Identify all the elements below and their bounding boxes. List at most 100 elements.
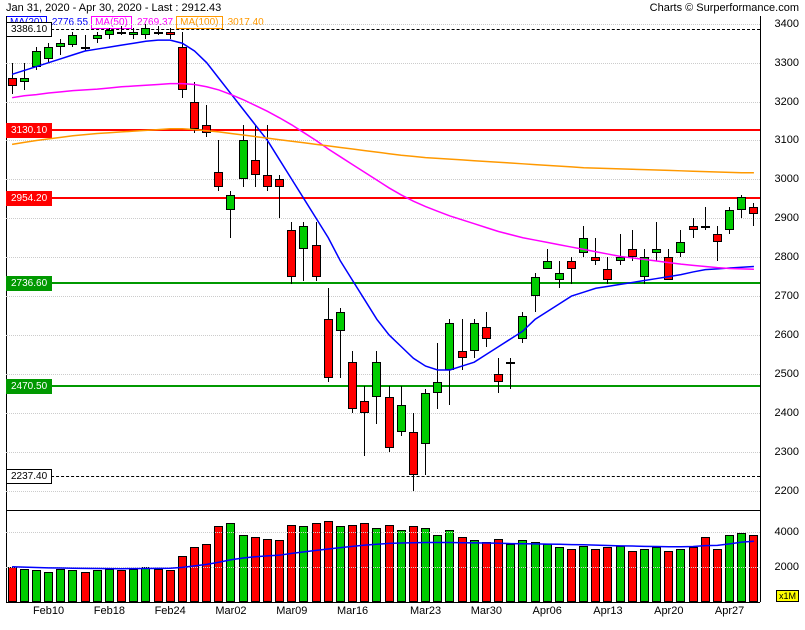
level-line: 2736.60 bbox=[6, 282, 760, 284]
price-axis: 2200230024002500260027002800290030003100… bbox=[759, 16, 799, 510]
volume-bar bbox=[713, 549, 722, 602]
candle-body bbox=[32, 51, 41, 67]
volume-bar bbox=[287, 525, 296, 602]
volume-bar bbox=[458, 537, 467, 602]
price-tick: 3300 bbox=[775, 57, 799, 69]
grid-line bbox=[6, 140, 760, 141]
grid-line bbox=[6, 374, 760, 375]
volume-bar bbox=[154, 569, 163, 602]
volume-bar bbox=[32, 570, 41, 602]
volume-bar bbox=[141, 567, 150, 602]
volume-bar bbox=[506, 544, 515, 602]
candle-body bbox=[8, 78, 17, 86]
volume-bar bbox=[664, 551, 673, 602]
date-tick: Feb24 bbox=[155, 605, 186, 617]
candle-wick bbox=[364, 386, 365, 456]
volume-bar bbox=[579, 546, 588, 602]
candle-body bbox=[360, 401, 369, 413]
price-tick: 2500 bbox=[775, 368, 799, 380]
candle-body bbox=[506, 362, 515, 364]
volume-bar bbox=[214, 526, 223, 602]
candle-body bbox=[676, 242, 685, 254]
header-bar: Jan 31, 2020 - Apr 30, 2020 - Last : 291… bbox=[0, 0, 805, 16]
chart-container: Jan 31, 2020 - Apr 30, 2020 - Last : 291… bbox=[0, 0, 805, 630]
candle-body bbox=[737, 197, 746, 211]
candle-body bbox=[603, 269, 612, 281]
volume-bar bbox=[348, 525, 357, 602]
candle-body bbox=[178, 47, 187, 90]
volume-bar bbox=[299, 526, 308, 602]
level-line: 2237.40 bbox=[6, 476, 760, 477]
volume-bar bbox=[129, 569, 138, 602]
volume-bar bbox=[81, 572, 90, 602]
candle-body bbox=[555, 273, 564, 281]
candle-body bbox=[105, 30, 114, 36]
candle-body bbox=[117, 32, 126, 34]
volume-tick: 2000 bbox=[775, 561, 799, 573]
level-label: 2736.60 bbox=[6, 276, 52, 291]
date-range-label: Jan 31, 2020 - Apr 30, 2020 - Last : 291… bbox=[6, 2, 221, 14]
volume-bar bbox=[470, 540, 479, 602]
plot-border-mid bbox=[6, 510, 760, 511]
grid-line bbox=[6, 63, 760, 64]
candle-body bbox=[749, 207, 758, 214]
candle-body bbox=[251, 160, 260, 176]
candle-wick bbox=[717, 226, 718, 261]
candle-body bbox=[287, 230, 296, 277]
price-tick: 2300 bbox=[775, 446, 799, 458]
volume-bar bbox=[433, 535, 442, 602]
candle-body bbox=[701, 226, 710, 228]
candle-body bbox=[543, 261, 552, 269]
candle-body bbox=[312, 245, 321, 276]
volume-bar bbox=[190, 547, 199, 602]
candle-body bbox=[567, 261, 576, 269]
candle-body bbox=[385, 397, 394, 448]
volume-bar bbox=[628, 551, 637, 602]
candle-body bbox=[470, 323, 479, 350]
grid-line bbox=[6, 452, 760, 453]
volume-bar bbox=[166, 570, 175, 602]
candle-body bbox=[202, 125, 211, 133]
candle-body bbox=[263, 175, 272, 187]
date-tick: Mar16 bbox=[337, 605, 368, 617]
candle-body bbox=[409, 432, 418, 475]
candle-body bbox=[689, 226, 698, 230]
level-label: 3386.10 bbox=[6, 22, 52, 37]
price-tick: 2600 bbox=[775, 329, 799, 341]
volume-bar bbox=[725, 535, 734, 602]
date-tick: Apr27 bbox=[715, 605, 744, 617]
level-label: 2237.40 bbox=[6, 469, 52, 484]
price-tick: 2200 bbox=[775, 485, 799, 497]
price-plot: 3386.103130.102954.202736.602470.502237.… bbox=[6, 16, 760, 510]
volume-bar bbox=[178, 556, 187, 602]
volume-bar bbox=[689, 547, 698, 602]
price-tick: 2700 bbox=[775, 290, 799, 302]
volume-bar bbox=[676, 549, 685, 602]
candle-body bbox=[397, 405, 406, 432]
candle-body bbox=[81, 47, 90, 49]
volume-bar bbox=[117, 570, 126, 602]
candle-body bbox=[141, 28, 150, 36]
candle-body bbox=[348, 362, 357, 409]
price-tick: 3100 bbox=[775, 134, 799, 146]
volume-bar bbox=[372, 528, 381, 602]
date-tick: Feb10 bbox=[33, 605, 64, 617]
grid-line bbox=[6, 491, 760, 492]
volume-bar bbox=[20, 569, 29, 602]
candle-body bbox=[433, 382, 442, 394]
volume-bar bbox=[105, 569, 114, 602]
candle-body bbox=[652, 249, 661, 253]
candle-body bbox=[713, 234, 722, 242]
candle-body bbox=[20, 78, 29, 82]
volume-bar bbox=[312, 523, 321, 602]
candle-body bbox=[664, 257, 673, 280]
volume-bar bbox=[202, 544, 211, 602]
grid-line bbox=[6, 102, 760, 103]
volume-bar bbox=[701, 537, 710, 602]
date-tick: Apr06 bbox=[532, 605, 561, 617]
date-tick: Mar23 bbox=[410, 605, 441, 617]
level-line: 2470.50 bbox=[6, 385, 760, 387]
date-tick: Mar02 bbox=[215, 605, 246, 617]
candle-body bbox=[458, 351, 467, 359]
level-line: 2954.20 bbox=[6, 197, 760, 199]
